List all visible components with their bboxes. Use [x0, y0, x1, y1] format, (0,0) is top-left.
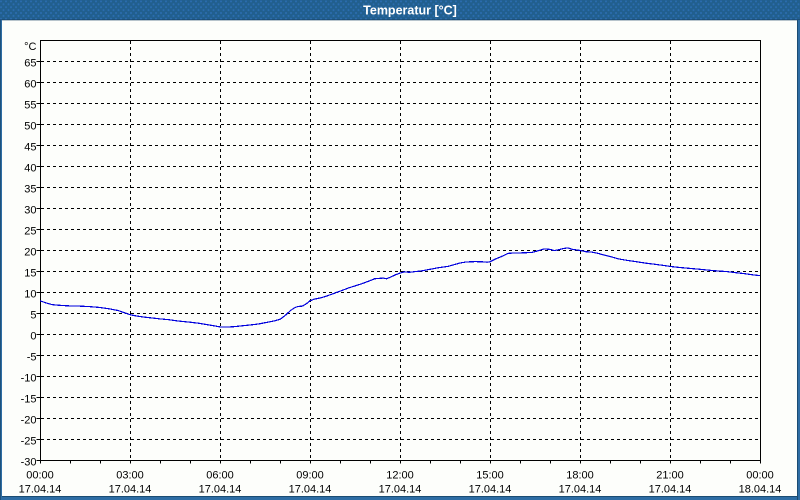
svg-text:0: 0	[30, 331, 36, 343]
svg-text:5: 5	[30, 310, 36, 322]
svg-text:21:00: 21:00	[656, 470, 684, 482]
svg-text:-5: -5	[27, 352, 37, 364]
svg-text:06:00: 06:00	[206, 470, 234, 482]
svg-text:15:00: 15:00	[476, 470, 504, 482]
svg-text:-25: -25	[21, 436, 37, 448]
svg-text:10: 10	[24, 289, 36, 301]
svg-text:17.04.14: 17.04.14	[19, 484, 62, 496]
svg-text:18:00: 18:00	[566, 470, 594, 482]
svg-text:55: 55	[24, 100, 36, 112]
svg-text:35: 35	[24, 184, 36, 196]
svg-text:17.04.14: 17.04.14	[379, 484, 422, 496]
svg-text:-20: -20	[21, 415, 37, 427]
svg-text:18.04.14: 18.04.14	[739, 484, 782, 496]
svg-text:30: 30	[24, 205, 36, 217]
svg-text:Temperatur [°C]: Temperatur [°C]	[363, 4, 457, 18]
svg-text:40: 40	[24, 163, 36, 175]
svg-text:09:00: 09:00	[296, 470, 324, 482]
svg-text:15: 15	[24, 268, 36, 280]
svg-text:-10: -10	[21, 373, 37, 385]
svg-text:-30: -30	[21, 457, 37, 469]
svg-text:17.04.14: 17.04.14	[289, 484, 332, 496]
svg-text:12:00: 12:00	[386, 470, 414, 482]
svg-text:17.04.14: 17.04.14	[469, 484, 512, 496]
svg-text:17.04.14: 17.04.14	[649, 484, 692, 496]
svg-text:50: 50	[24, 121, 36, 133]
svg-text:°C: °C	[24, 41, 36, 53]
svg-text:45: 45	[24, 142, 36, 154]
svg-text:20: 20	[24, 247, 36, 259]
svg-text:25: 25	[24, 226, 36, 238]
svg-text:-15: -15	[21, 394, 37, 406]
svg-text:65: 65	[24, 58, 36, 70]
svg-text:60: 60	[24, 79, 36, 91]
svg-text:17.04.14: 17.04.14	[199, 484, 242, 496]
svg-text:00:00: 00:00	[746, 470, 774, 482]
svg-text:17.04.14: 17.04.14	[559, 484, 602, 496]
svg-text:17.04.14: 17.04.14	[109, 484, 152, 496]
svg-text:03:00: 03:00	[116, 470, 144, 482]
svg-text:00:00: 00:00	[26, 470, 54, 482]
